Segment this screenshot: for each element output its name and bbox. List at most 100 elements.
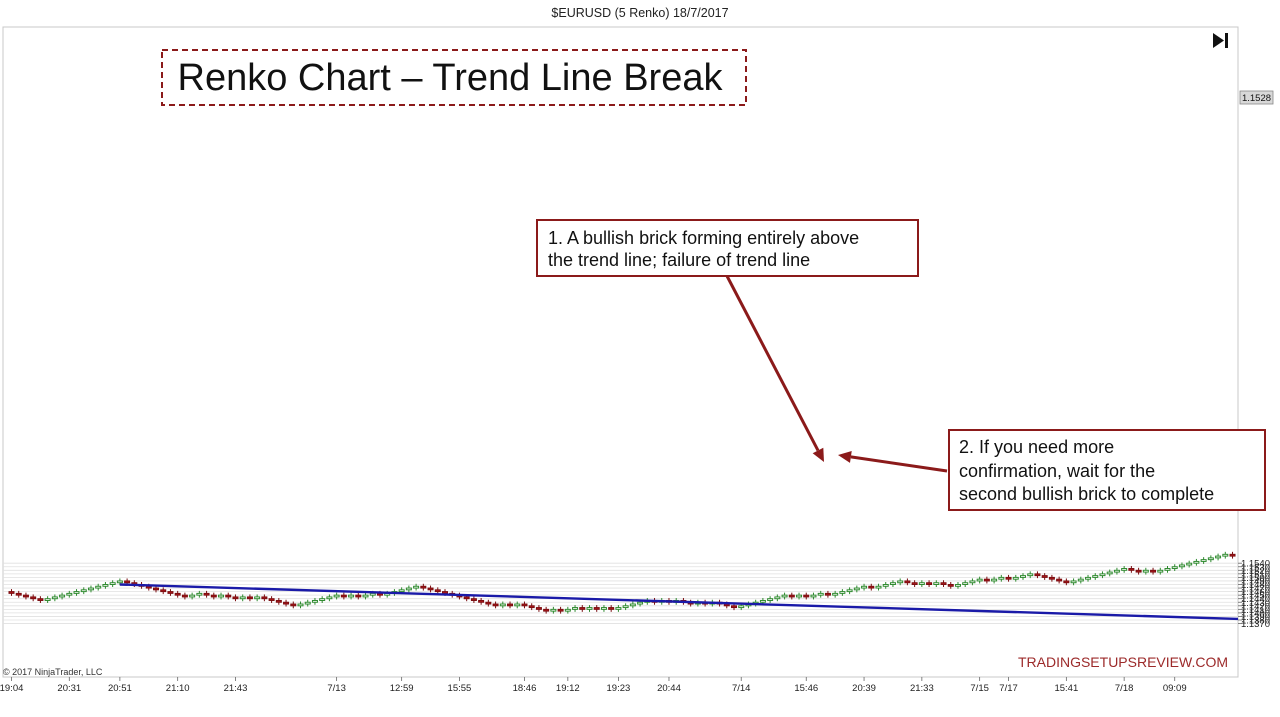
y-tick-label: 1.1380 [1241,616,1270,627]
bearish-brick [246,596,253,600]
x-tick-label: 21:33 [910,683,934,694]
y-tick-label: 1.1440 [1241,594,1270,605]
bullish-brick [550,608,557,612]
bullish-brick [1215,555,1222,559]
y-tick-label: 1.1450 [1241,591,1270,602]
bullish-brick [398,589,405,593]
bullish-brick [998,576,1005,580]
bearish-brick [283,601,290,605]
bullish-brick [348,594,355,598]
bullish-brick [239,596,246,600]
y-tick-label: 1.1520 [1241,566,1270,577]
annotation-2-arrowhead [838,450,852,463]
bullish-brick [1092,575,1099,578]
bullish-brick [1164,568,1171,571]
copyright-text: © 2017 NinjaTrader, LLC [3,667,103,677]
bearish-brick [528,605,535,609]
bullish-brick [1207,557,1214,561]
bullish-brick [499,603,506,607]
annotation-2-line-1: 2. If you need more [959,437,1114,457]
bullish-brick [80,589,87,593]
bearish-brick [442,591,448,594]
bearish-brick [174,592,181,596]
x-tick-label: 19:12 [556,683,580,694]
bullish-brick [1077,578,1084,582]
bullish-brick [781,594,788,598]
bearish-brick [507,603,514,607]
bullish-brick [51,596,58,600]
bullish-brick [1020,575,1026,578]
annotation-2-arrow [850,455,948,473]
y-tick-label: 1.1510 [1241,569,1270,580]
bearish-brick [824,592,831,596]
bearish-brick [926,582,933,585]
bearish-brick [947,584,954,587]
bullish-brick [1121,568,1128,571]
bullish-brick [73,591,80,594]
y-tick-label: 1.1530 [1241,562,1270,573]
bullish-brick [109,582,116,585]
chart-header-title: $EURUSD (5 Renko) 18/7/2017 [551,6,728,20]
bearish-brick [868,585,875,589]
bullish-brick [969,580,976,584]
bearish-brick [1048,576,1055,580]
x-tick-label: 7/15 [970,683,989,694]
skip-to-end-icon[interactable] [1213,33,1228,48]
bullish-brick [1142,569,1149,573]
x-tick-label: 15:41 [1054,683,1078,694]
bearish-brick [1135,569,1142,573]
y-tick-label: 1.1400 [1241,608,1270,619]
x-tick-label: 20:39 [852,683,876,694]
bearish-brick [22,594,29,598]
bearish-brick [1128,568,1135,571]
bearish-brick [731,605,737,609]
annotation-2: 2. If you need more confirmation, wait f… [838,429,1266,511]
bearish-brick [470,598,477,601]
bullish-brick [59,594,66,598]
bullish-brick [297,603,304,607]
bullish-brick [962,582,969,585]
bullish-brick [304,601,311,605]
watermark-text: TRADINGSETUPSREVIEW.COM [1018,654,1228,670]
bearish-brick [15,592,22,596]
bullish-brick [1099,573,1106,577]
bullish-brick [514,603,521,607]
annotation-1-arrow [725,275,820,452]
annotation-2-line-2: confirmation, wait for the [959,461,1155,481]
bullish-brick [413,585,420,589]
bearish-brick [420,585,427,589]
x-tick-label: 20:44 [657,683,681,694]
chart-title: Renko Chart – Trend Line Break [178,57,724,99]
bullish-brick [326,596,333,600]
y-tick-label: 1.1420 [1241,601,1270,612]
bearish-brick [1005,576,1012,580]
bullish-brick [810,594,817,598]
bullish-brick [1070,580,1077,584]
bullish-brick [1012,576,1019,580]
bullish-brick [861,585,868,589]
x-tick-label: 18:46 [513,683,537,694]
x-tick-label: 7/13 [327,683,346,694]
y-tick-label: 1.1430 [1241,598,1270,609]
x-tick-label: 20:51 [108,683,132,694]
bullish-brick [1027,573,1034,577]
bearish-brick [788,594,795,598]
y-tick-label: 1.1480 [1241,580,1270,591]
y-tick-label: 1.1470 [1241,584,1270,595]
bullish-brick [846,589,853,593]
bearish-brick [608,607,615,610]
bullish-brick [102,584,109,587]
y-tick-label: 1.1490 [1241,576,1270,587]
bullish-brick [1113,569,1120,573]
plot-frame [2,26,1239,678]
x-tick-label: 15:55 [448,683,472,694]
bullish-brick [405,587,412,591]
trend-line [119,583,1239,621]
bullish-brick [774,596,781,600]
bullish-brick [1222,553,1229,557]
bullish-brick [1106,571,1113,575]
bearish-brick [434,589,441,593]
bullish-brick [1200,559,1207,562]
bearish-brick [485,601,492,605]
